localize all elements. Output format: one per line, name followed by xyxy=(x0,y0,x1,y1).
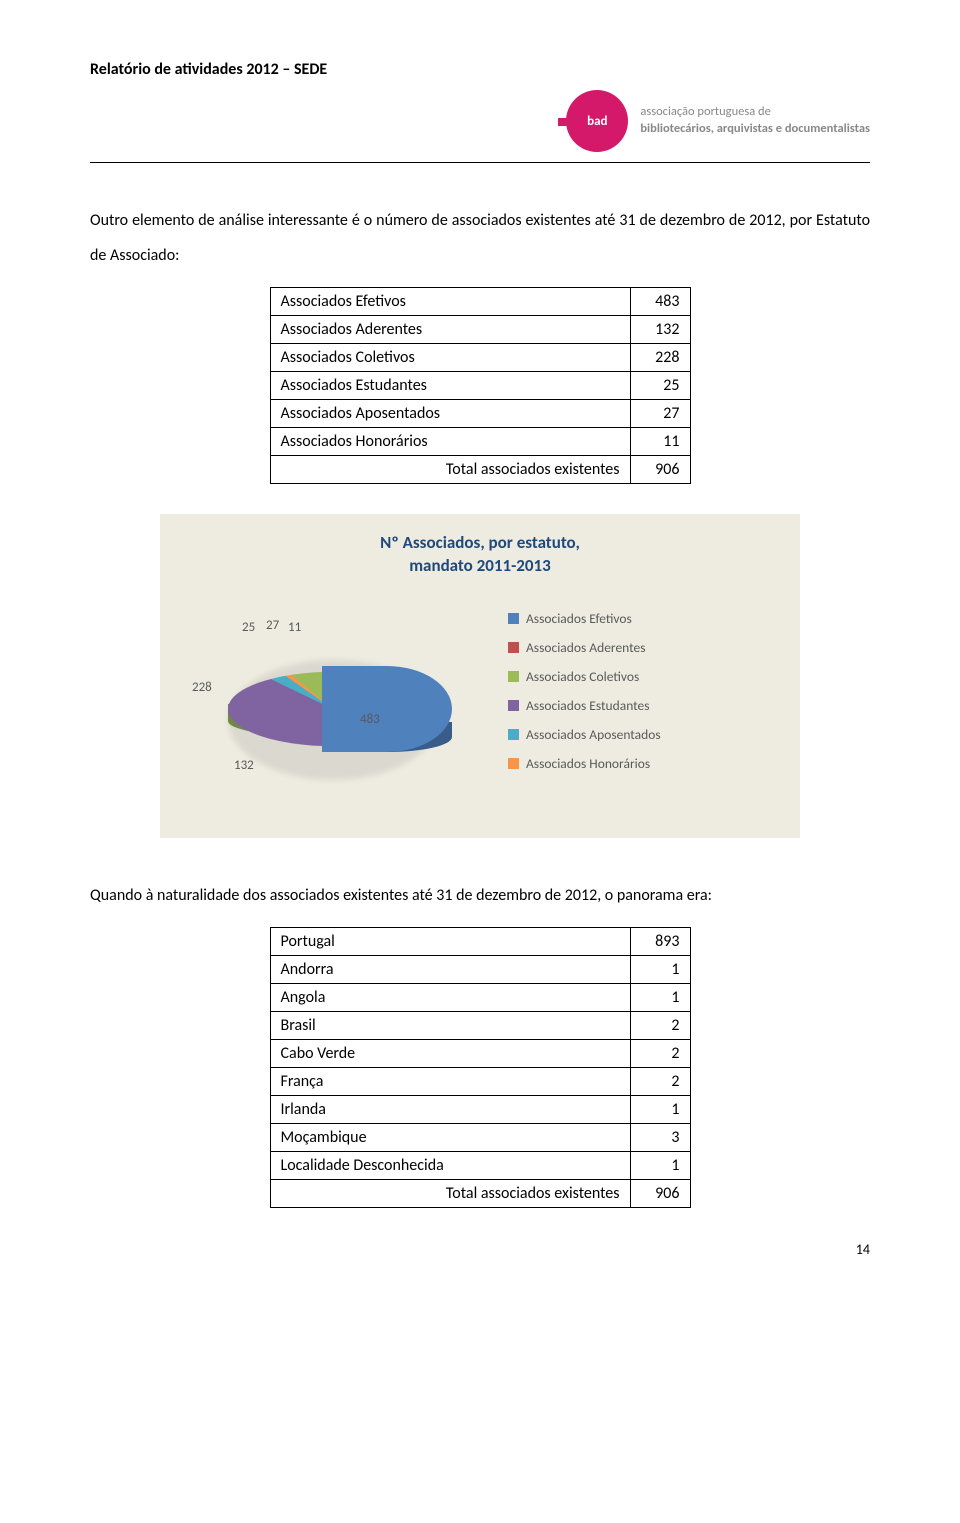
table-row: Associados Aposentados27 xyxy=(270,400,690,428)
row-value: 2 xyxy=(630,1040,690,1068)
row-value: 25 xyxy=(630,372,690,400)
logo-text: associação portuguesa de bibliotecários,… xyxy=(640,104,870,138)
row-label: França xyxy=(270,1068,630,1096)
legend-item: Associados Aderentes xyxy=(508,639,780,656)
legend-label: Associados Coletivos xyxy=(526,668,639,685)
row-value: 893 xyxy=(630,928,690,956)
table-row: Moçambique3 xyxy=(270,1124,690,1152)
total-value: 906 xyxy=(630,456,690,484)
data-label-27: 27 xyxy=(266,618,279,633)
row-label: Moçambique xyxy=(270,1124,630,1152)
associados-estatuto-table: Associados Efetivos483Associados Aderent… xyxy=(270,287,691,484)
table-total-row: Total associados existentes906 xyxy=(270,1180,690,1208)
pie-chart: Nº Associados, por estatuto, mandato 201… xyxy=(160,514,800,838)
table-row: Associados Estudantes25 xyxy=(270,372,690,400)
logo-text-top: associação portuguesa de xyxy=(640,104,771,119)
legend-item: Associados Honorários xyxy=(508,755,780,772)
chart-legend: Associados Efetivos Associados Aderentes A… xyxy=(480,604,780,784)
row-label: Angola xyxy=(270,984,630,1012)
legend-swatch xyxy=(508,700,519,711)
table-row: Associados Coletivos228 xyxy=(270,344,690,372)
row-label: Irlanda xyxy=(270,1096,630,1124)
row-label: Associados Honorários xyxy=(270,428,630,456)
legend-swatch xyxy=(508,758,519,769)
pie-exploded-slice xyxy=(322,666,452,752)
row-label: Cabo Verde xyxy=(270,1040,630,1068)
row-value: 11 xyxy=(630,428,690,456)
legend-item: Associados Coletivos xyxy=(508,668,780,685)
table-row: Associados Efetivos483 xyxy=(270,288,690,316)
table-row: Associados Aderentes132 xyxy=(270,316,690,344)
row-value: 2 xyxy=(630,1068,690,1096)
table-row: Associados Honorários11 xyxy=(270,428,690,456)
intro-paragraph: Outro elemento de análise interessante é… xyxy=(90,203,870,273)
table-row: Cabo Verde2 xyxy=(270,1040,690,1068)
data-label-132: 132 xyxy=(234,758,254,773)
legend-label: Associados Aposentados xyxy=(526,726,661,743)
row-value: 1 xyxy=(630,956,690,984)
row-label: Localidade Desconhecida xyxy=(270,1152,630,1180)
chart-title-line1: Nº Associados, por estatuto, xyxy=(380,532,580,553)
org-logo: bad associação portuguesa de bibliotecár… xyxy=(566,90,870,152)
table-row: Angola1 xyxy=(270,984,690,1012)
page-number: 14 xyxy=(856,1241,870,1258)
logo-badge-icon: bad xyxy=(566,90,628,152)
row-value: 27 xyxy=(630,400,690,428)
table-row: Irlanda1 xyxy=(270,1096,690,1124)
row-value: 3 xyxy=(630,1124,690,1152)
legend-label: Associados Aderentes xyxy=(526,639,646,656)
table-row: França2 xyxy=(270,1068,690,1096)
legend-swatch xyxy=(508,613,519,624)
legend-label: Associados Honorários xyxy=(526,755,650,772)
row-value: 2 xyxy=(630,1012,690,1040)
chart-title-line2: mandato 2011-2013 xyxy=(409,555,551,576)
total-label: Total associados existentes xyxy=(270,1180,630,1208)
header-divider xyxy=(90,162,870,163)
table-total-row: Total associados existentes906 xyxy=(270,456,690,484)
row-value: 483 xyxy=(630,288,690,316)
row-label: Associados Estudantes xyxy=(270,372,630,400)
chart-title: Nº Associados, por estatuto, mandato 201… xyxy=(180,532,780,578)
legend-label: Associados Efetivos xyxy=(526,610,632,627)
row-label: Associados Efetivos xyxy=(270,288,630,316)
table-row: Localidade Desconhecida1 xyxy=(270,1152,690,1180)
row-value: 228 xyxy=(630,344,690,372)
table-row: Portugal893 xyxy=(270,928,690,956)
pie-graphic: 25 27 11 228 132 483 xyxy=(180,604,480,814)
legend-label: Associados Estudantes xyxy=(526,697,650,714)
data-label-228: 228 xyxy=(192,680,212,695)
row-value: 1 xyxy=(630,1152,690,1180)
legend-item: Associados Estudantes xyxy=(508,697,780,714)
row-label: Portugal xyxy=(270,928,630,956)
row-label: Andorra xyxy=(270,956,630,984)
legend-item: Associados Aposentados xyxy=(508,726,780,743)
logo-badge-text: bad xyxy=(587,114,607,129)
data-label-11: 11 xyxy=(288,620,301,635)
row-label: Associados Aposentados xyxy=(270,400,630,428)
table-row: Andorra1 xyxy=(270,956,690,984)
row-label: Associados Coletivos xyxy=(270,344,630,372)
legend-swatch xyxy=(508,642,519,653)
legend-item: Associados Efetivos xyxy=(508,610,780,627)
data-label-483: 483 xyxy=(360,712,380,727)
row-value: 1 xyxy=(630,1096,690,1124)
row-label: Brasil xyxy=(270,1012,630,1040)
legend-swatch xyxy=(508,729,519,740)
row-label: Associados Aderentes xyxy=(270,316,630,344)
legend-swatch xyxy=(508,671,519,682)
row-value: 132 xyxy=(630,316,690,344)
doc-title: Relatório de atividades 2012 – SEDE xyxy=(90,60,327,79)
row-value: 1 xyxy=(630,984,690,1012)
total-value: 906 xyxy=(630,1180,690,1208)
associados-naturalidade-table: Portugal893Andorra1Angola1Brasil2Cabo Ve… xyxy=(270,927,691,1208)
logo-text-bottom: bibliotecários, arquivistas e documental… xyxy=(640,121,870,136)
data-label-25: 25 xyxy=(242,620,255,635)
total-label: Total associados existentes xyxy=(270,456,630,484)
table-row: Brasil2 xyxy=(270,1012,690,1040)
para-naturalidade: Quando à naturalidade dos associados exi… xyxy=(90,878,870,913)
